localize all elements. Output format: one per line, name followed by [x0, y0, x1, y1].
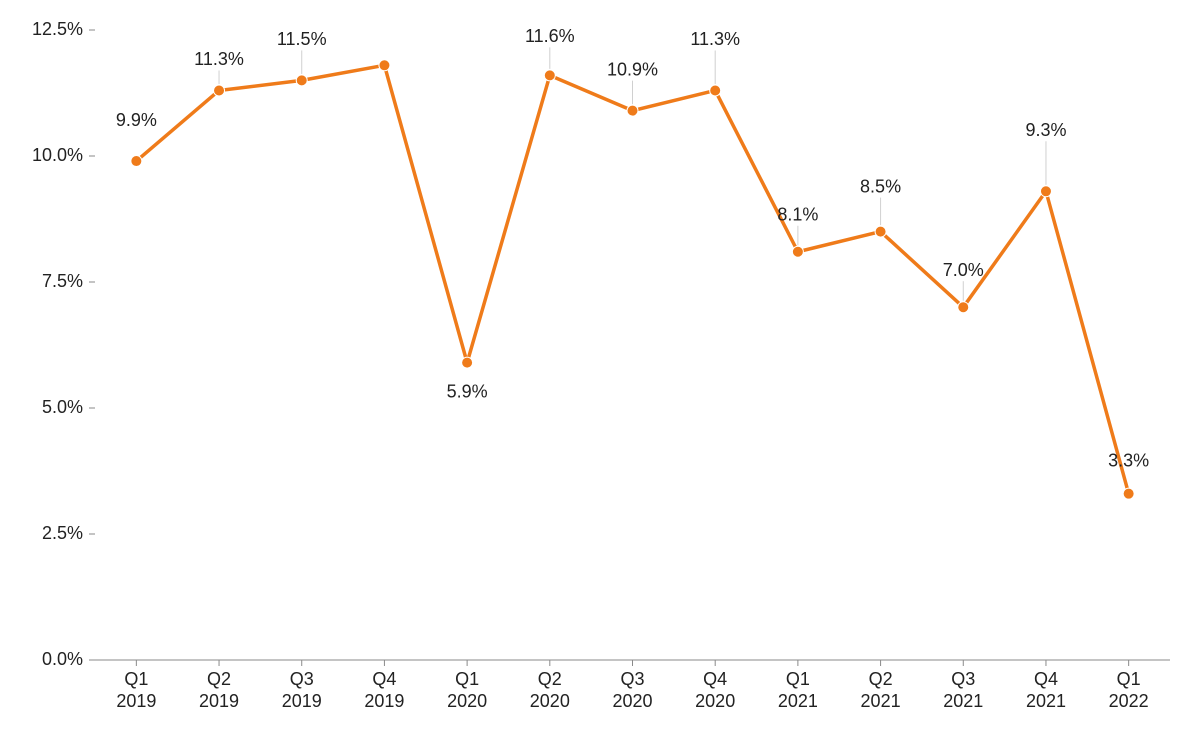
- point-label: 7.0%: [943, 260, 984, 280]
- data-point: [214, 85, 225, 96]
- x-tick-label: Q1: [1117, 669, 1141, 689]
- x-tick-label: 2022: [1109, 691, 1149, 711]
- x-tick-label: 2019: [282, 691, 322, 711]
- data-point: [792, 246, 803, 257]
- x-tick-label: Q2: [869, 669, 893, 689]
- x-tick-label: Q1: [786, 669, 810, 689]
- x-tick-label: 2020: [695, 691, 735, 711]
- x-tick-label: 2019: [116, 691, 156, 711]
- x-tick-label: 2019: [364, 691, 404, 711]
- data-point: [710, 85, 721, 96]
- point-label: 11.3%: [690, 29, 740, 49]
- x-tick-label: Q2: [538, 669, 562, 689]
- point-label: 11.3%: [194, 49, 244, 69]
- y-tick-label: 0.0%: [42, 649, 83, 669]
- x-tick-label: 2020: [612, 691, 652, 711]
- x-tick-label: 2019: [199, 691, 239, 711]
- data-point: [1040, 186, 1051, 197]
- x-tick-label: Q1: [124, 669, 148, 689]
- point-label: 10.9%: [607, 59, 658, 79]
- data-point: [131, 156, 142, 167]
- y-tick-label: 2.5%: [42, 523, 83, 543]
- x-tick-label: 2020: [530, 691, 570, 711]
- y-tick-label: 10.0%: [32, 145, 83, 165]
- data-point: [958, 302, 969, 313]
- x-tick-label: Q3: [620, 669, 644, 689]
- line-chart: 0.0%2.5%5.0%7.5%10.0%12.5%Q12019Q22019Q3…: [0, 0, 1200, 742]
- point-label: 5.9%: [447, 381, 488, 401]
- data-point: [875, 226, 886, 237]
- chart-svg: 0.0%2.5%5.0%7.5%10.0%12.5%Q12019Q22019Q3…: [0, 0, 1200, 742]
- y-tick-label: 7.5%: [42, 271, 83, 291]
- x-tick-label: Q4: [372, 669, 396, 689]
- data-point: [544, 70, 555, 81]
- point-label: 3.3%: [1108, 450, 1149, 470]
- data-point: [1123, 488, 1134, 499]
- y-tick-label: 5.0%: [42, 397, 83, 417]
- data-point: [627, 105, 638, 116]
- x-tick-label: Q3: [951, 669, 975, 689]
- x-tick-label: Q2: [207, 669, 231, 689]
- x-tick-label: Q3: [290, 669, 314, 689]
- point-label: 9.3%: [1025, 120, 1066, 140]
- data-point: [296, 75, 307, 86]
- point-label: 11.5%: [277, 29, 327, 49]
- x-tick-label: Q4: [1034, 669, 1058, 689]
- x-tick-label: 2021: [943, 691, 983, 711]
- data-point: [379, 60, 390, 71]
- data-point: [462, 357, 473, 368]
- point-label: 11.6%: [525, 26, 575, 46]
- point-label: 8.1%: [777, 205, 818, 225]
- x-tick-label: 2021: [778, 691, 818, 711]
- point-label: 8.5%: [860, 176, 901, 196]
- x-tick-label: 2020: [447, 691, 487, 711]
- point-label: 9.9%: [116, 110, 157, 130]
- y-tick-label: 12.5%: [32, 19, 83, 39]
- x-tick-label: 2021: [1026, 691, 1066, 711]
- x-tick-label: Q4: [703, 669, 727, 689]
- x-tick-label: 2021: [861, 691, 901, 711]
- x-tick-label: Q1: [455, 669, 479, 689]
